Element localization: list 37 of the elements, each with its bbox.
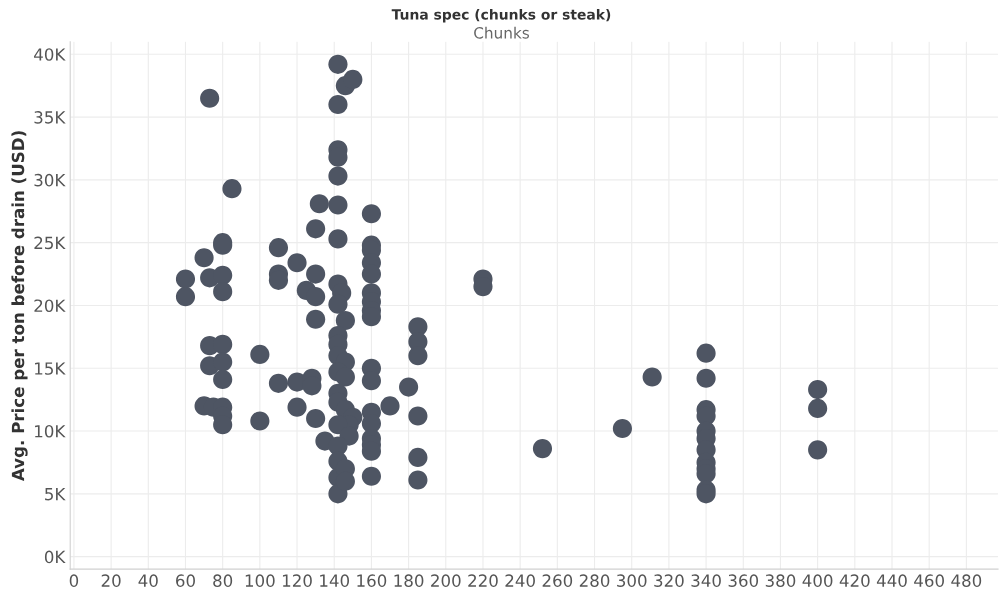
chart-subtitle: Chunks — [474, 26, 530, 39]
y-tick-label: 10K — [35, 425, 66, 438]
x-tick-label: 380 — [765, 574, 796, 587]
x-tick-label: 0 — [69, 574, 79, 587]
y-tick-label: 15K — [35, 362, 66, 375]
chart-title: Tuna spec (chunks or steak) — [391, 8, 611, 23]
x-tick-label: 420 — [839, 574, 870, 587]
x-tick-label: 40 — [138, 574, 158, 587]
x-tick-label: 120 — [282, 574, 312, 587]
x-tick-label: 140 — [320, 574, 350, 587]
x-tick-label: 240 — [505, 574, 535, 587]
x-tick-label: 220 — [468, 574, 498, 587]
x-tick-label: 20 — [101, 574, 121, 587]
y-tick-label: 5K — [45, 488, 66, 501]
x-tick-label: 260 — [542, 574, 573, 587]
y-tick-label: 30K — [34, 173, 66, 187]
x-tick-label: 280 — [579, 574, 610, 587]
x-tick-label: 340 — [691, 574, 721, 587]
x-tick-label: 100 — [245, 574, 275, 587]
x-tick-label: 440 — [876, 574, 907, 587]
x-tick-label: 60 — [176, 574, 195, 587]
x-tick-label: 160 — [357, 574, 387, 587]
x-tick-label: 320 — [654, 574, 684, 587]
x-tick-label: 200 — [431, 574, 461, 587]
x-tick-label: 460 — [914, 574, 944, 587]
x-tick-label: 180 — [394, 574, 424, 587]
y-tick-label: 40K — [34, 48, 66, 61]
y-tick-label: 35K — [34, 111, 66, 124]
y-tick-label: 0K — [44, 550, 66, 564]
x-tick-label: 360 — [728, 574, 759, 587]
y-axis-title: Avg. Price per ton before drain (USD) — [11, 131, 28, 482]
x-tick-label: 400 — [802, 574, 833, 587]
x-tick-label: 480 — [951, 574, 982, 587]
x-tick-label: 80 — [213, 574, 233, 587]
y-tick-label: 25K — [34, 236, 66, 250]
x-tick-label: 300 — [617, 574, 647, 587]
y-tick-label: 20K — [34, 299, 66, 313]
